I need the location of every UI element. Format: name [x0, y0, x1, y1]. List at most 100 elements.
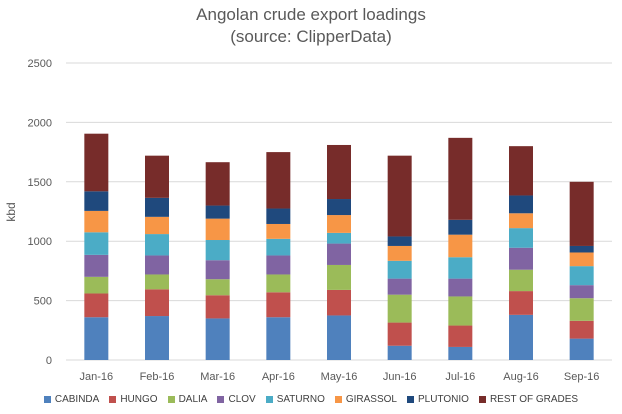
bar-segment-clov-apr-16 [266, 255, 291, 275]
y-tick-label: 0 [46, 355, 52, 367]
bar-segment-plutonio-apr-16 [266, 208, 291, 224]
y-tick-label: 2000 [28, 117, 52, 129]
x-tick-label: Aug-16 [503, 371, 538, 383]
bar-segment-clov-sep-16 [569, 285, 594, 299]
bar-segment-cabinda-feb-16 [145, 316, 169, 360]
legend-label: SATURNO [276, 394, 325, 405]
bar-segment-girassol-sep-16 [569, 252, 594, 267]
bar-segment-plutonio-mar-16 [205, 205, 230, 219]
y-tick-label: 1500 [28, 177, 52, 189]
bar-segment-rest-of-grades-may-16 [327, 144, 351, 200]
bar-segment-cabinda-jun-16 [387, 345, 412, 360]
bar-segment-clov-may-16 [327, 243, 351, 265]
legend-item: CLOV [217, 394, 256, 405]
chart-subtitle: (source: ClipperData) [230, 27, 392, 46]
bar-segment-saturno-sep-16 [569, 266, 594, 286]
bar-segment-hungo-sep-16 [569, 320, 594, 339]
bar-segment-dalia-may-16 [327, 264, 351, 290]
bar-segment-plutonio-jul-16 [448, 219, 473, 235]
bar-segment-plutonio-aug-16 [509, 195, 533, 214]
bar-segment-plutonio-sep-16 [569, 245, 594, 253]
legend-swatch [407, 396, 414, 403]
bar-segment-saturno-apr-16 [266, 238, 291, 256]
bar-segment-dalia-mar-16 [205, 279, 230, 296]
y-axis-label: kbd [4, 202, 18, 221]
bar-segment-plutonio-jan-16 [84, 191, 109, 211]
bar-segment-cabinda-aug-16 [509, 314, 533, 360]
bar-segment-saturno-jul-16 [448, 257, 473, 279]
bar-segment-plutonio-feb-16 [145, 197, 169, 217]
bar-segment-dalia-jun-16 [387, 294, 412, 323]
bar-segment-girassol-jan-16 [84, 210, 109, 233]
bar-segment-cabinda-apr-16 [266, 317, 291, 360]
legend-swatch [265, 396, 273, 403]
legend-label: GIRASSOL [345, 394, 397, 405]
bar-segment-cabinda-jul-16 [448, 346, 473, 360]
bar-segment-saturno-jan-16 [84, 232, 109, 255]
y-axis-ticks: 0 500 1000 1500 2000 2500 [28, 58, 52, 367]
bar-segment-hungo-jul-16 [448, 325, 473, 347]
bar-segment-dalia-feb-16 [145, 274, 169, 290]
bar-segment-girassol-jul-16 [448, 234, 473, 258]
bar-segment-hungo-jan-16 [84, 293, 109, 318]
legend-item: HUNGO [109, 394, 158, 405]
bar-segment-rest-of-grades-apr-16 [266, 152, 291, 209]
legend-swatch [43, 396, 51, 403]
x-tick-label: Sep-16 [564, 371, 599, 383]
legend-item: SATURNO [265, 394, 325, 405]
chart-title-block: Angolan crude export loadings (source: C… [0, 4, 622, 48]
legend-label: REST OF GRADES [489, 394, 579, 405]
bar-segment-hungo-may-16 [327, 289, 351, 316]
bar-segment-clov-jan-16 [84, 254, 109, 277]
legend-swatch [334, 396, 342, 403]
bar-segment-cabinda-sep-16 [569, 338, 594, 360]
bar-segment-girassol-apr-16 [266, 223, 291, 239]
legend-label: HUNGO [120, 394, 158, 405]
bar-segment-rest-of-grades-feb-16 [145, 155, 169, 198]
bar-segment-rest-of-grades-jun-16 [387, 155, 412, 237]
x-tick-label: Jul-16 [445, 371, 475, 383]
bar-segment-rest-of-grades-mar-16 [205, 162, 230, 206]
x-tick-label: Jun-16 [383, 371, 417, 383]
bar-segment-girassol-may-16 [327, 215, 351, 233]
bar-segment-hungo-feb-16 [145, 289, 169, 317]
bar-segment-hungo-apr-16 [266, 292, 291, 318]
legend-item: DALIA [167, 394, 208, 405]
bar-segment-cabinda-mar-16 [205, 318, 230, 360]
legend-swatch [478, 396, 486, 403]
bar-segment-dalia-jan-16 [84, 276, 109, 294]
x-tick-label: Feb-16 [140, 371, 175, 383]
bar-segment-plutonio-jun-16 [387, 236, 412, 246]
bar-segment-hungo-mar-16 [205, 295, 230, 319]
legend-swatch [109, 396, 117, 403]
bar-segment-girassol-mar-16 [205, 218, 230, 241]
bar-segment-rest-of-grades-jan-16 [84, 133, 109, 192]
bar-segment-clov-feb-16 [145, 255, 169, 275]
bars [84, 133, 594, 360]
legend-swatch [217, 396, 225, 403]
x-tick-label: May-16 [321, 371, 358, 383]
bar-segment-saturno-aug-16 [509, 228, 533, 248]
bar-segment-dalia-sep-16 [569, 298, 594, 321]
bar-segment-saturno-feb-16 [145, 234, 169, 256]
bar-segment-dalia-aug-16 [509, 269, 533, 292]
bar-segment-saturno-may-16 [327, 232, 351, 244]
bar-segment-clov-aug-16 [509, 247, 533, 270]
bar-segment-clov-jul-16 [448, 278, 473, 297]
legend-label: PLUTONIO [418, 394, 469, 405]
bar-segment-saturno-jun-16 [387, 260, 412, 279]
legend: CABINDA HUNGO DALIA CLOV SATURNO GIRASSOL PLUT… [0, 394, 622, 405]
bar-segment-hungo-jun-16 [387, 322, 412, 346]
legend-item: PLUTONIO [407, 394, 469, 405]
y-tick-label: 2500 [28, 58, 52, 70]
bar-segment-plutonio-may-16 [327, 199, 351, 216]
legend-item: CABINDA [43, 394, 99, 405]
bar-segment-clov-jun-16 [387, 278, 412, 295]
bar-segment-rest-of-grades-sep-16 [569, 181, 594, 246]
bar-segment-saturno-mar-16 [205, 240, 230, 261]
y-tick-label: 500 [34, 296, 52, 308]
bar-segment-girassol-feb-16 [145, 216, 169, 235]
legend-label: DALIA [178, 394, 208, 405]
bar-segment-dalia-jul-16 [448, 296, 473, 326]
